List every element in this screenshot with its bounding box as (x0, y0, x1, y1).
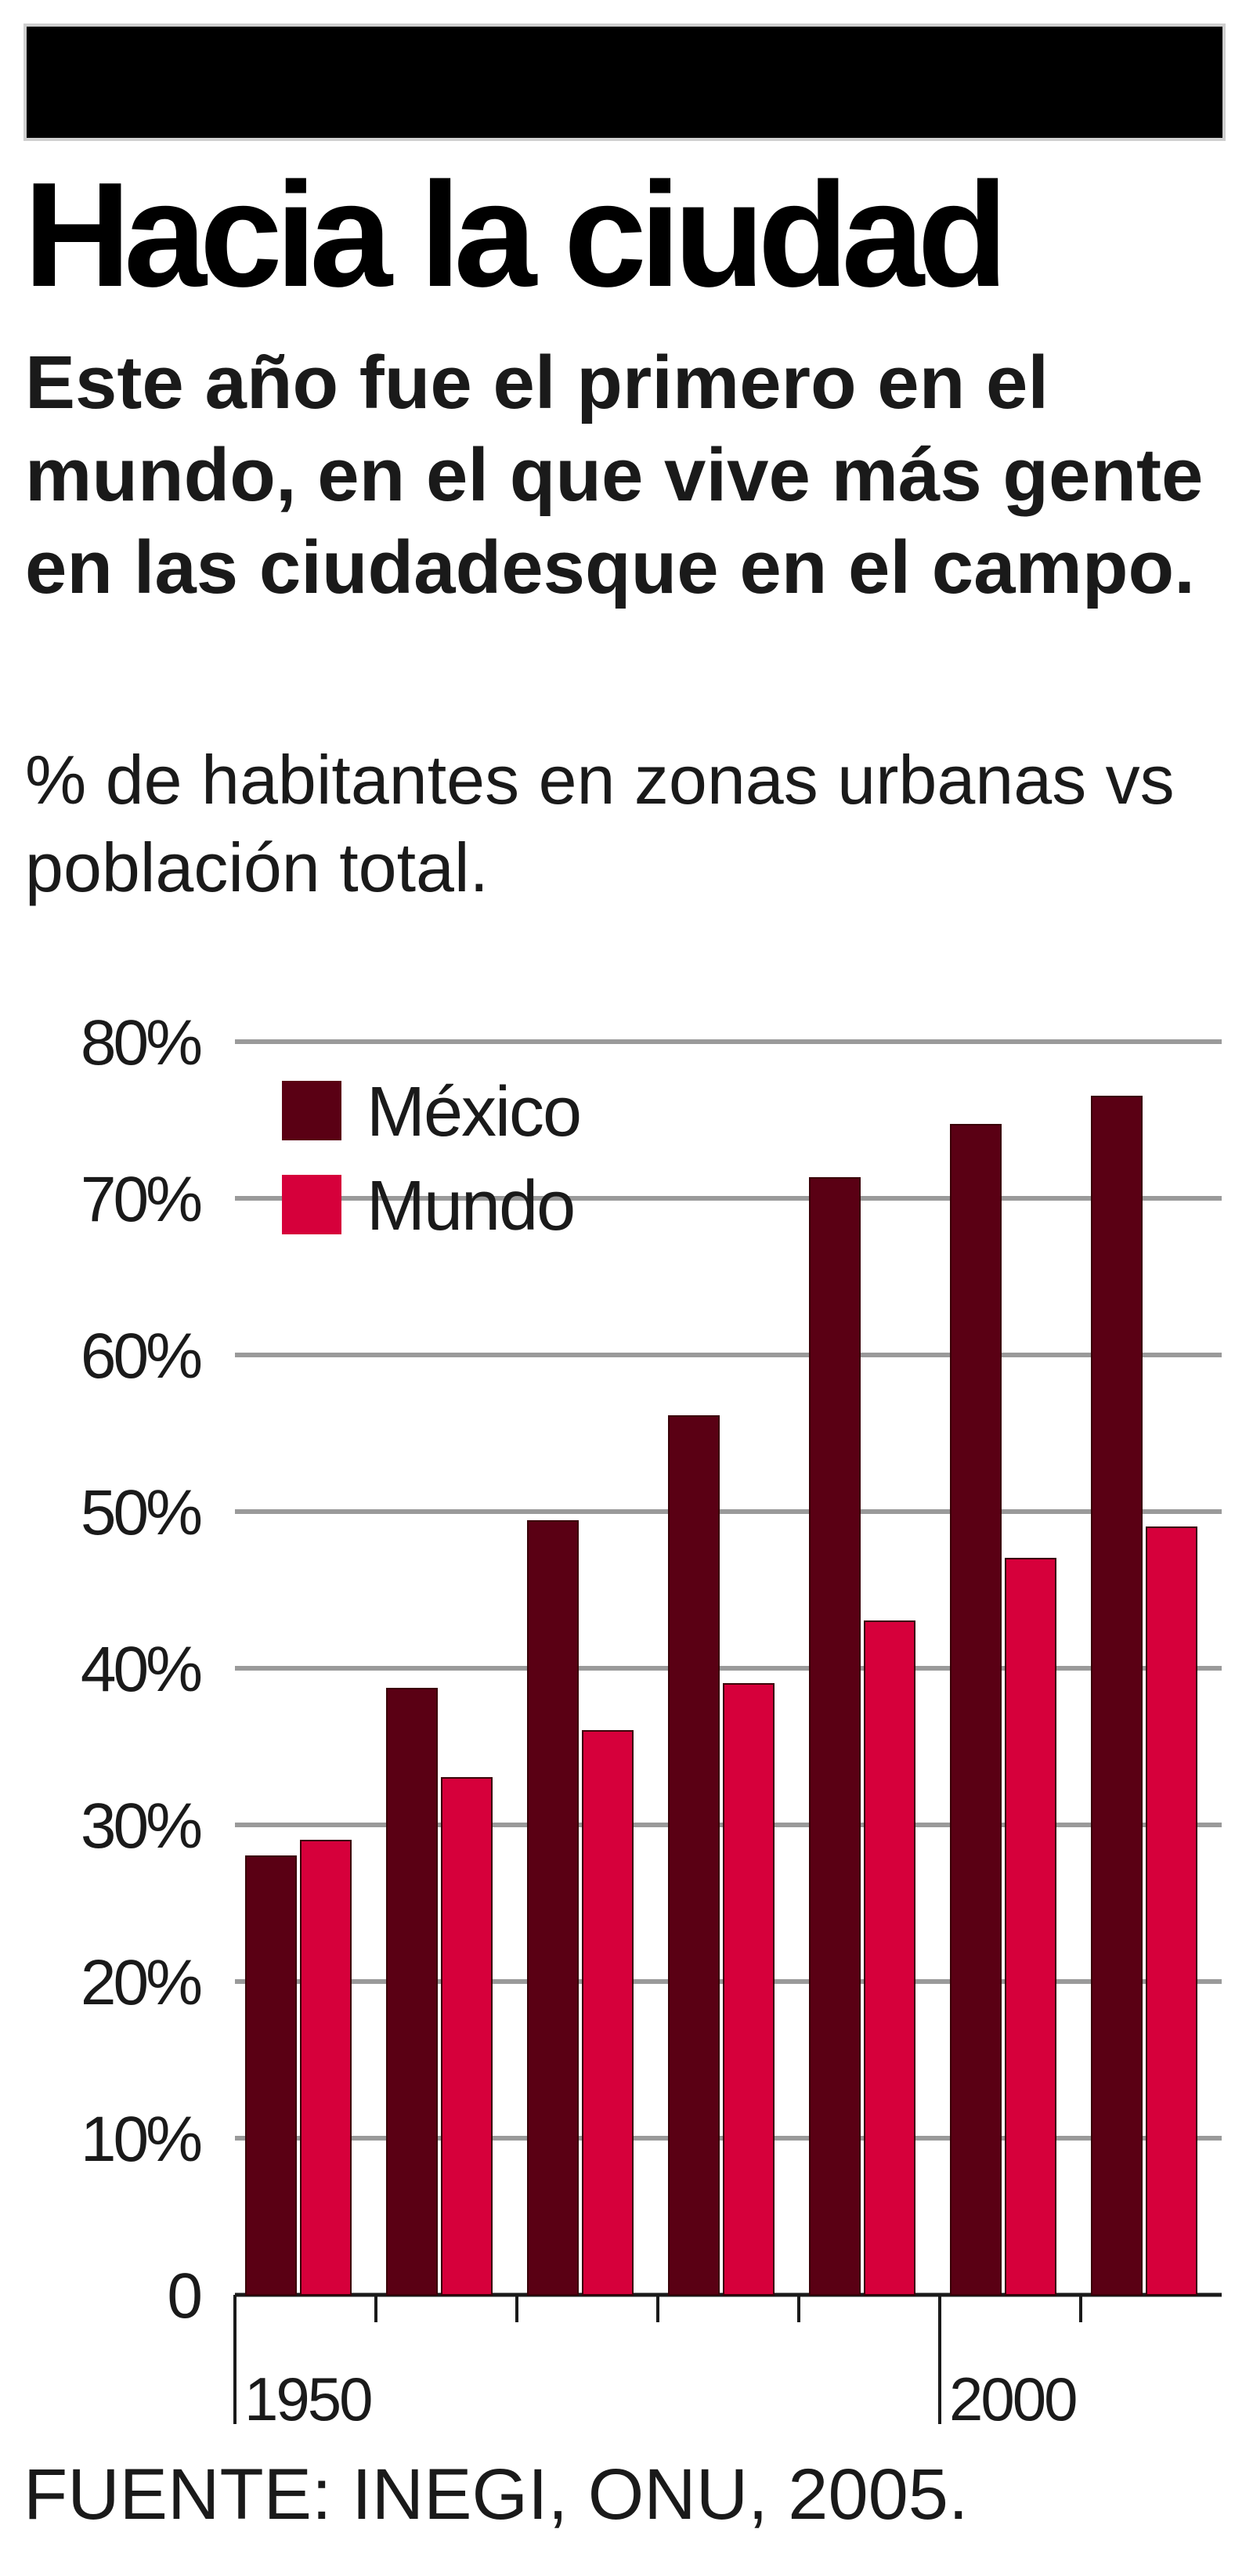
y-tick-label: 30% (81, 1790, 200, 1862)
x-tick-label: 2000 (949, 2365, 1076, 2433)
bar-mexico (1091, 1096, 1143, 2296)
page-title: Hacia la ciudad (23, 152, 1008, 318)
y-tick-label: 10% (81, 2104, 200, 2175)
legend-label-mundo: Mundo (367, 1167, 574, 1245)
source-note: FUENTE: INEGI, ONU, 2005. (23, 2455, 969, 2534)
y-tick-label: 80% (81, 1007, 200, 1078)
header-bar (23, 23, 1226, 141)
x-tick-label: 1950 (244, 2365, 371, 2433)
bar-mundo (1005, 1558, 1056, 2296)
bar-mexico (950, 1124, 1002, 2296)
bar-chart: 0 10% 20% 30% 40% 50% 60% 70% 80% 1950 2000 México M… (0, 971, 1253, 2459)
bar-mundo (864, 1620, 915, 2296)
bar-mexico (668, 1415, 720, 2296)
legend-swatch-mundo (282, 1175, 341, 1234)
legend-label-mexico: México (367, 1073, 580, 1151)
bar-mexico (809, 1177, 861, 2296)
bar-mundo (1146, 1526, 1197, 2296)
chart-canvas: 0 10% 20% 30% 40% 50% 60% 70% 80% 1950 2000 México M… (81, 1007, 1222, 2433)
bar-mexico (386, 1688, 438, 2296)
subtitle: Este año fue el primero en el mundo, en … (25, 341, 1204, 609)
bar-mundo (441, 1777, 493, 2296)
y-tick-label: 0 (167, 2260, 200, 2332)
bar-mexico (527, 1520, 579, 2296)
chart-description: % de habitantes en zonas urbanas vs pobl… (25, 741, 1175, 906)
y-tick-label: 40% (81, 1634, 200, 1705)
y-tick-label: 60% (81, 1321, 200, 1392)
bar-mundo (582, 1730, 634, 2296)
bar-mexico (245, 1855, 297, 2296)
y-tick-label: 50% (81, 1477, 200, 1548)
bar-mundo (723, 1683, 775, 2296)
y-tick-label: 20% (81, 1947, 200, 2018)
legend-swatch-mexico (282, 1081, 341, 1140)
y-tick-label: 70% (81, 1164, 200, 1235)
bar-mundo (300, 1840, 352, 2296)
